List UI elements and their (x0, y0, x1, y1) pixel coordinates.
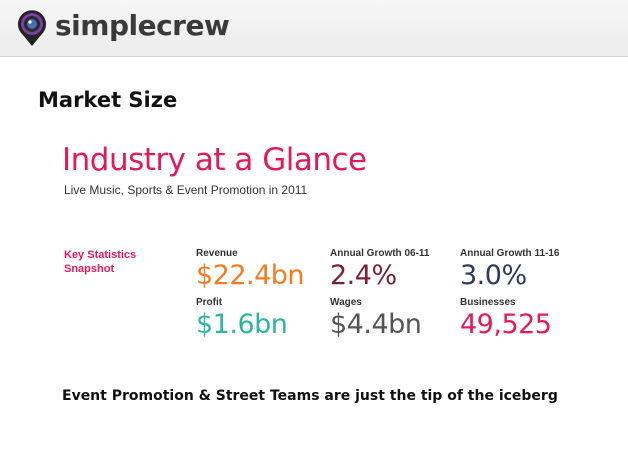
camera-pin-icon (18, 10, 46, 46)
app-header: simplecrew (0, 0, 628, 57)
stat-value: 49,525 (460, 309, 552, 340)
key-statistics-line1: Key Statistics (64, 249, 137, 261)
key-statistics-label: Key Statistics Snapshot (64, 248, 154, 276)
stat-label: Annual Growth 11-16 (460, 248, 560, 259)
stat-businesses: Businesses 49,525 (460, 297, 552, 341)
stat-value: 3.0% (460, 260, 527, 291)
infographic-title: Industry at a Glance (62, 142, 367, 178)
stat-label: Profit (196, 297, 223, 308)
key-statistics-line2: Snapshot (64, 263, 115, 275)
slide-title: Market Size (38, 88, 178, 112)
stat-value: 2.4% (330, 260, 397, 291)
stat-label: Businesses (460, 297, 516, 308)
tagline: Event Promotion & Street Teams are just … (62, 388, 558, 404)
stat-value: $22.4bn (196, 260, 305, 291)
stat-label: Revenue (196, 248, 238, 259)
infographic-subtitle: Live Music, Sports & Event Promotion in … (64, 183, 308, 197)
stat-wages: Wages $4.4bn (330, 297, 422, 341)
stat-label: Annual Growth 06-11 (330, 248, 430, 259)
stat-revenue: Revenue $22.4bn (196, 248, 305, 292)
stat-value: $4.4bn (330, 309, 422, 340)
stat-profit: Profit $1.6bn (196, 297, 288, 341)
brand-name[interactable]: simplecrew (55, 9, 230, 42)
stat-annual-growth-06-11: Annual Growth 06-11 2.4% (330, 248, 429, 292)
stat-label: Wages (330, 297, 362, 308)
stat-value: $1.6bn (196, 309, 288, 340)
stat-annual-growth-11-16: Annual Growth 11-16 3.0% (460, 248, 559, 292)
